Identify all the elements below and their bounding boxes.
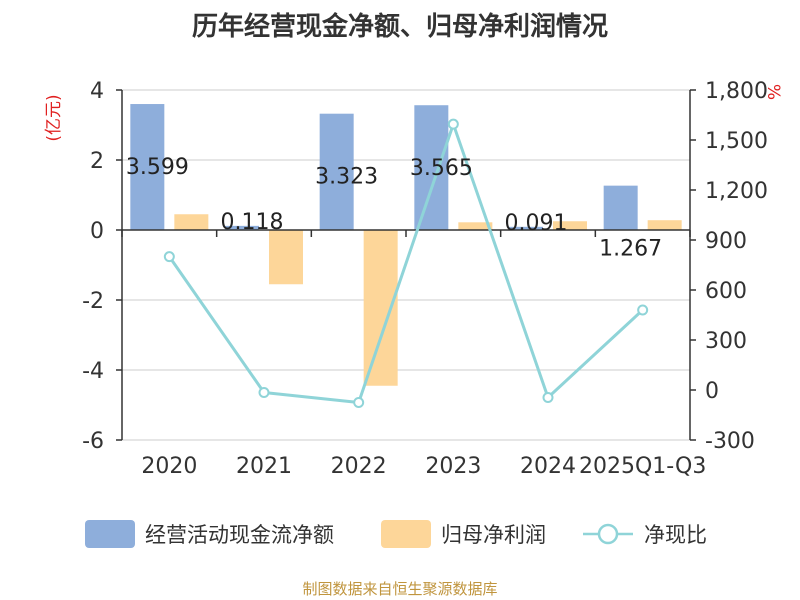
ratio-point [637,304,649,316]
bar-netprofit [553,221,587,230]
bar-netprofit [269,230,303,285]
left-tick-label: -2 [82,289,104,314]
right-tick-label: 0 [705,379,719,404]
tick-labels: 4 2 0 -2 -4 -6 1,800 1,500 1,200 900 600 300 0 -300 (亿… [44,79,783,479]
right-tick-label: 300 [705,329,747,354]
left-tick-label: 2 [90,149,104,174]
bar-netprofit [458,222,493,230]
right-tick-label: -300 [705,429,755,454]
ratio-point [542,392,554,403]
right-axis-label: % [763,84,783,100]
ratio-point [163,251,175,263]
category-label: 2023 [425,454,481,479]
legend-item-cashflow[interactable]: 经营活动现金流净额 [85,516,334,552]
bar-netprofit [647,220,682,230]
left-tick-label: -6 [82,429,104,454]
bar-series [130,104,682,386]
ratio-point [447,118,459,130]
bar-cashflow [603,185,638,230]
legend-label-netprofit: 归母净利润 [441,523,546,547]
data-label-cashflow: 3.323 [315,165,378,190]
bar-netprofit [363,230,398,386]
ratio-point [258,387,270,398]
data-label-cashflow: 3.565 [410,156,473,181]
right-tick-label: 1,200 [705,179,768,204]
bar-cashflow [130,104,165,230]
left-tick-label: -4 [82,359,104,384]
legend: 经营活动现金流净额 归母净利润 净现比 [0,516,800,556]
source-note: 制图数据来自恒生聚源数据库 [302,580,498,598]
data-label-cashflow: 1.267 [599,237,662,262]
right-tick-label: 600 [705,279,747,304]
bar-cashflow [319,113,354,230]
bar-cashflow [225,225,259,230]
data-label-cashflow: 3.599 [126,155,189,180]
data-labels: 3.599 0.118 3.323 3.565 0.091 1.267 [126,155,662,262]
legend-swatch-ratio [583,523,633,545]
category-label: 2021 [236,454,292,479]
axes [116,89,696,441]
left-axis-label: (亿元) [44,94,64,141]
right-tick-label: 1,500 [705,129,768,154]
left-tick-label: 4 [90,79,104,104]
right-tick-label: 900 [705,229,747,254]
grid-lines [122,89,690,441]
bar-netprofit [174,214,209,230]
legend-item-ratio[interactable]: 净现比 [582,516,707,552]
bar-cashflow [414,105,449,230]
legend-swatch-cashflow [85,520,135,548]
legend-swatch-netprofit [381,520,431,548]
category-label: 2025Q1-Q3 [579,454,706,479]
chart-title: 历年经营现金净额、归母净利润情况 [191,12,608,42]
legend-item-netprofit[interactable]: 归母净利润 [381,516,546,552]
ratio-line [168,122,644,404]
category-label: 2022 [331,454,387,479]
bar-cashflow [509,226,543,230]
right-tick-label: 1,800 [705,79,768,104]
category-label: 2020 [141,454,197,479]
ratio-point [353,397,365,408]
data-label-cashflow: 0.091 [505,211,568,236]
legend-label-ratio: 净现比 [644,523,707,547]
left-tick-label: 0 [90,219,104,244]
line-series [163,118,649,408]
data-label-cashflow: 0.118 [221,210,284,235]
category-label: 2024 [520,454,576,479]
legend-label-cashflow: 经营活动现金流净额 [145,523,334,547]
